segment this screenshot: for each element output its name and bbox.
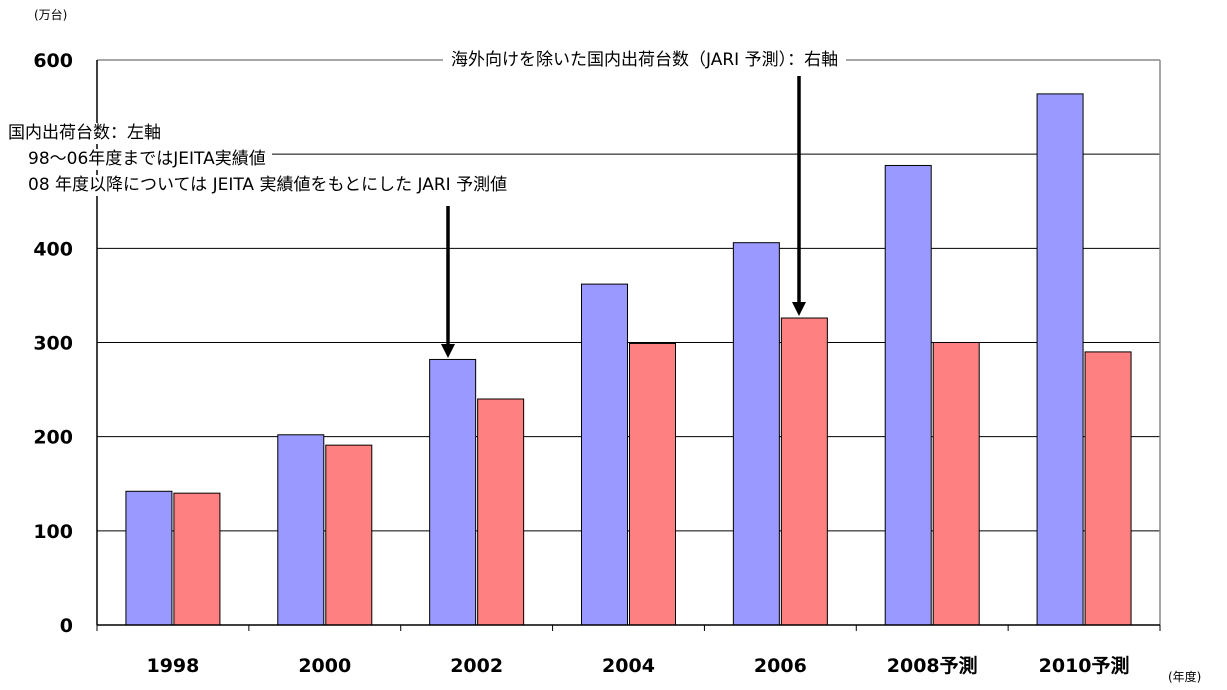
- y-tick-label: 600: [33, 50, 73, 72]
- bar-s1-2010予測: [1036, 93, 1084, 626]
- annotation-domestic-line2: 98〜06年度まではJEITA実績値: [28, 149, 272, 170]
- x-tick-label: 2008予測: [887, 654, 978, 677]
- bar-s1-2002: [429, 358, 477, 626]
- annotation-export-excluded: 海外向けを除いた国内出荷台数（JARI 予測）：右軸: [443, 50, 847, 71]
- x-tick-labels: 1998 2000 2002 2004 2006 2008予測 2010予測: [146, 654, 1129, 677]
- y-tick-label: 0: [60, 615, 73, 637]
- bar-s1-2004: [581, 283, 628, 626]
- y-tick-label: 100: [33, 521, 73, 543]
- axes: [96, 59, 1161, 631]
- bar-s2-2004: [629, 342, 676, 626]
- y-tick-label: 400: [33, 238, 73, 260]
- export-excluded-arrow: [792, 76, 806, 316]
- y-tick-label: 300: [33, 333, 73, 355]
- x-tick-label: 2002: [450, 655, 503, 677]
- bars: [125, 93, 1132, 626]
- x-tick-label: 2006: [754, 655, 807, 677]
- bar-s2-2010予測: [1084, 351, 1132, 626]
- x-tick-label: 2004: [602, 655, 655, 677]
- bar-s1-2008予測: [884, 164, 932, 626]
- bar-s2-2006: [780, 317, 828, 626]
- y-tick-labels: 0 100 200 300 400 600: [33, 50, 73, 637]
- x-tick-label: 1998: [146, 655, 199, 677]
- domestic-arrow-head: [441, 344, 455, 358]
- export-excluded-arrow-head: [792, 302, 806, 316]
- x-tick-label: 2000: [298, 655, 351, 677]
- annotation-arrows: [441, 76, 806, 358]
- bar-s1-1998: [125, 490, 173, 626]
- annotation-domestic-line1: 国内出荷台数：左軸: [8, 123, 167, 144]
- bar-s2-2002: [477, 398, 525, 626]
- x-tick-label: 2010予測: [1039, 654, 1130, 677]
- x-axis-unit: (年度): [1168, 670, 1202, 684]
- gridlines: [97, 59, 1160, 532]
- bar-s2-2008予測: [932, 342, 980, 626]
- y-axis-unit: (万台): [34, 8, 68, 22]
- y-tick-label: 200: [33, 427, 73, 449]
- domestic-arrow: [441, 206, 455, 358]
- annotation-domestic-line3: 08 年度以降については JEITA 実績値をもとにした JARI 予測値: [28, 175, 514, 196]
- bar-s1-2000: [277, 434, 325, 626]
- bar-s2-2000: [325, 444, 373, 626]
- bar-s2-1998: [173, 492, 221, 626]
- bar-s1-2006: [732, 242, 780, 626]
